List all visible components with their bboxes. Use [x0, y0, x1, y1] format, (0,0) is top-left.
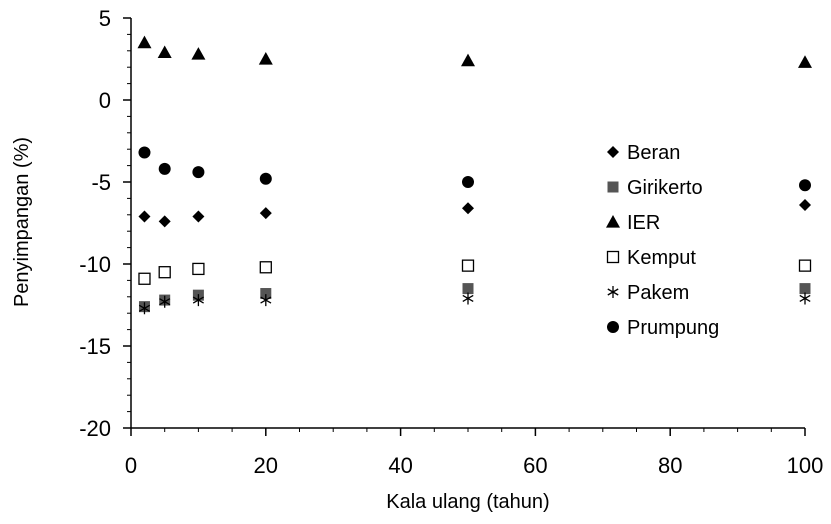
data-point-ier — [798, 55, 812, 68]
data-point-pakem — [159, 295, 171, 308]
legend-label-beran: Beran — [627, 142, 680, 164]
data-point-pakem — [462, 292, 474, 305]
data-point-beran — [192, 210, 205, 223]
x-tick-label: 20 — [254, 453, 278, 478]
data-point-beran — [799, 198, 811, 211]
data-point-girikerto — [260, 288, 272, 300]
x-tick-label: 40 — [388, 453, 412, 478]
data-point-kemput — [259, 261, 272, 274]
legend-marker-beran — [607, 146, 619, 158]
x-tick-label: 80 — [658, 453, 682, 478]
data-point-prumpung — [259, 172, 272, 185]
data-point-prumpung — [192, 166, 205, 179]
data-point-beran — [138, 210, 151, 223]
data-point-kemput — [461, 259, 475, 272]
data-point-prumpung — [462, 176, 474, 188]
y-tick-label: -10 — [79, 252, 111, 277]
y-tick-label: -20 — [79, 416, 111, 441]
y-tick-label: -15 — [79, 334, 111, 359]
y-tick-label: -5 — [91, 170, 111, 195]
legend-marker-kemput — [606, 250, 620, 264]
data-point-beran — [462, 202, 474, 215]
y-tick-label: 0 — [99, 88, 111, 113]
data-point-prumpung — [158, 162, 171, 175]
data-point-pakem — [799, 292, 811, 305]
legend-marker-ier — [606, 215, 620, 228]
data-point-ier — [137, 35, 152, 49]
x-tick-label: 100 — [787, 453, 824, 478]
data-point-kemput — [158, 266, 171, 279]
data-point-ier — [157, 45, 172, 59]
data-point-beran — [259, 207, 272, 220]
x-tick-label: 0 — [125, 453, 137, 478]
data-point-pakem — [192, 294, 204, 307]
legend-label-prumpung: Prumpung — [627, 317, 719, 339]
legend-label-ier: IER — [627, 212, 660, 234]
tick-labels: 5 0 -5 -10 -15 -20 0 20 40 60 80 100 — [79, 6, 823, 478]
legend-label-kemput: Kemput — [627, 247, 696, 269]
data-points — [137, 35, 812, 315]
legend-marker-girikerto — [607, 181, 619, 193]
data-point-girikerto — [799, 283, 811, 295]
legend-label-girikerto: Girikerto — [627, 177, 703, 199]
data-point-beran — [158, 215, 171, 228]
data-point-ier — [461, 53, 475, 67]
legend-label-pakem: Pakem — [627, 282, 689, 304]
legend-marker-pakem — [607, 286, 619, 298]
data-point-kemput — [798, 259, 812, 272]
legend-marker-prumpung — [607, 321, 619, 333]
data-point-ier — [258, 52, 273, 65]
y-tick-label: 5 — [99, 6, 111, 31]
x-tick-label: 60 — [523, 453, 547, 478]
data-point-prumpung — [138, 146, 151, 159]
y-axis-title: Penyimpangan (%) — [11, 137, 33, 307]
data-point-kemput — [192, 262, 205, 276]
x-axis-title: Kala ulang (tahun) — [386, 491, 549, 513]
data-point-ier — [191, 47, 206, 60]
data-point-kemput — [138, 272, 151, 285]
axes — [123, 17, 806, 436]
data-point-pakem — [260, 294, 272, 307]
data-point-girikerto — [462, 283, 474, 295]
data-point-pakem — [138, 302, 151, 315]
data-point-prumpung — [799, 179, 811, 192]
legend: Beran Girikerto IER Kemput Pakem Prumpung — [606, 142, 719, 339]
